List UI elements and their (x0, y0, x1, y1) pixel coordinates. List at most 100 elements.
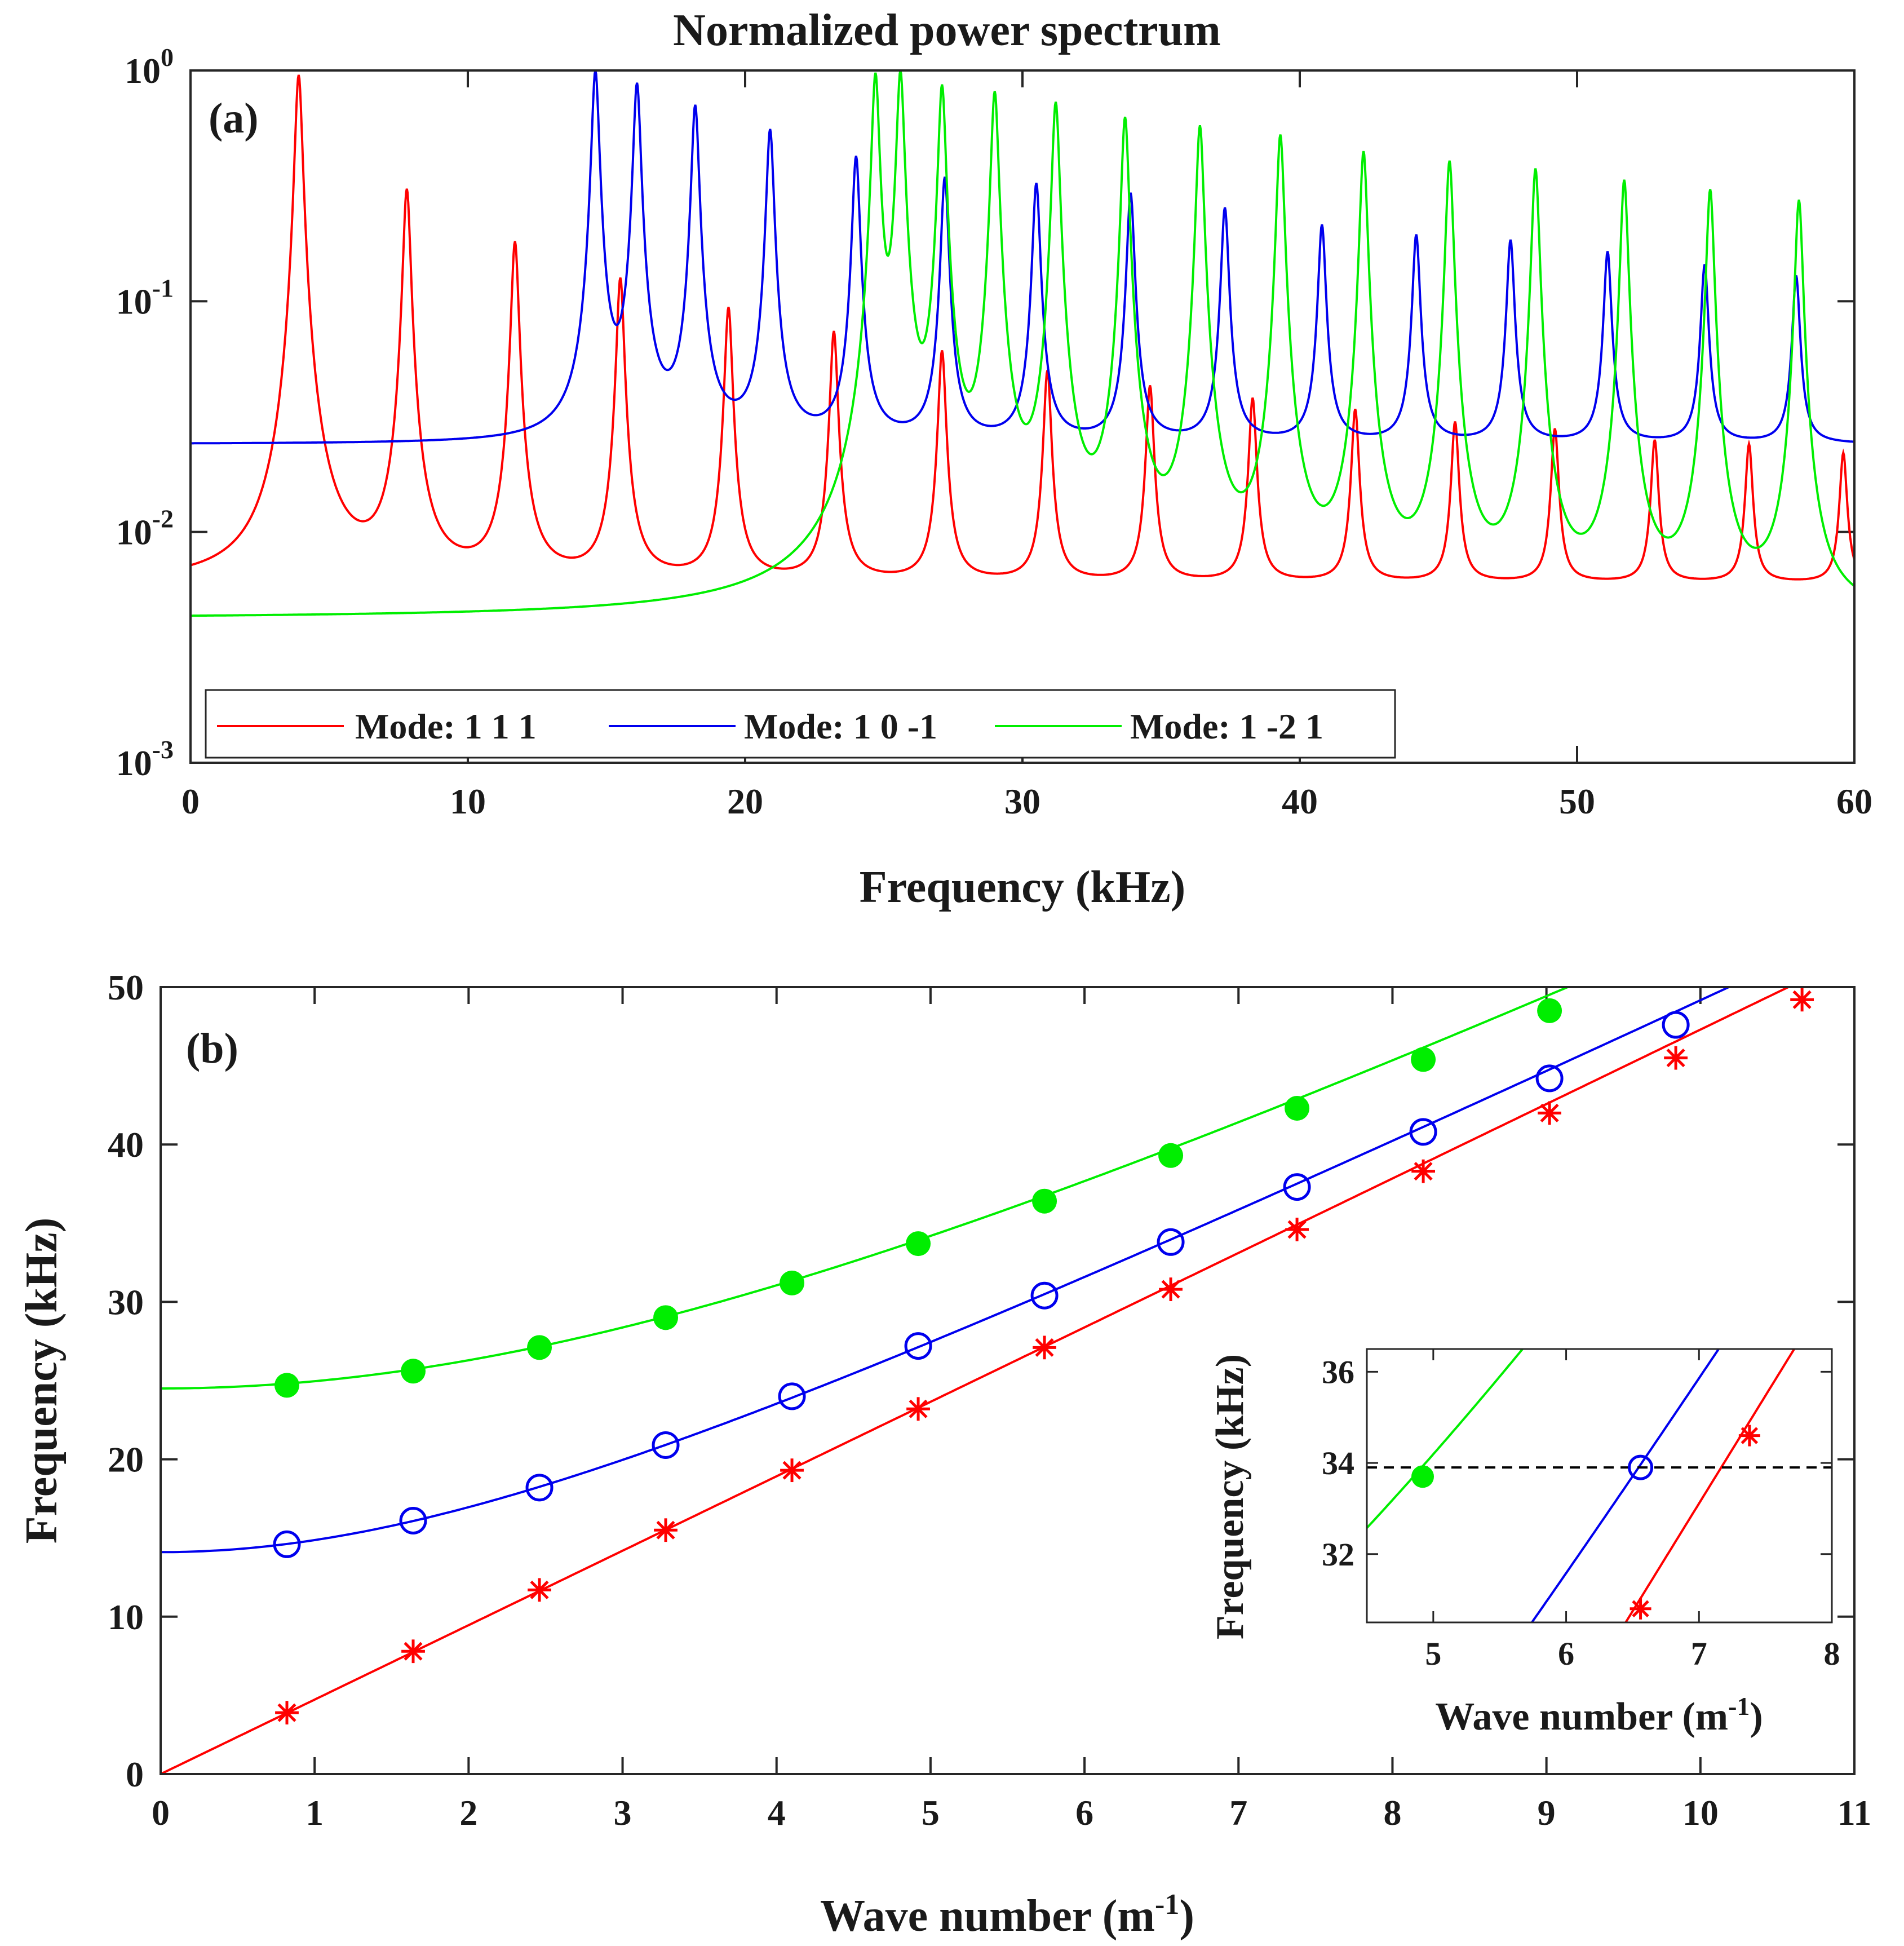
b-point-mode-1-2-1-1 (401, 1359, 426, 1384)
a-x-tick-label-40: 40 (1282, 781, 1318, 821)
a-y-tick-base-3: 10 (116, 743, 152, 783)
i-curve-mode-1-2-1 (1367, 1349, 1524, 1529)
panel-a-x-tick-labels: 0 10 20 30 40 50 60 (181, 781, 1872, 821)
b-curve-mode-1-1-1 (161, 987, 1791, 1774)
b-point-mode-1-2-1-2 (527, 1335, 552, 1360)
a-y-tick-exp-2: -2 (152, 505, 174, 533)
b-point-mode-1-2-1-4 (780, 1270, 805, 1295)
b-point-mode-1-0-1-0 (273, 1530, 301, 1558)
b-point-mode-1-0-1-4 (778, 1382, 806, 1410)
a-series-mode-1-2-1 (191, 70, 1854, 617)
inset-y-axis-label: Frequency (kHz) (1208, 1354, 1252, 1639)
b-curve-mode-1-0-1 (161, 987, 1732, 1554)
b-point-mode-1-2-1-7 (1158, 1143, 1184, 1168)
b-x-tick-label-11: 11 (1837, 1793, 1871, 1833)
a-series-mode-1-0-1 (191, 70, 1854, 445)
i-y-tick-label-36: 36 (1322, 1354, 1354, 1390)
panel-b-y-axis-label: Frequency (kHz) (17, 1218, 67, 1543)
a-x-tick-label-10: 10 (450, 781, 486, 821)
b-x-tick-label-8: 8 (1383, 1793, 1401, 1833)
i-x-tick-label-5: 5 (1425, 1635, 1441, 1672)
b-point-mode-1-1-1-3 (654, 1518, 678, 1542)
b-point-mode-1-1-1-8 (1285, 1218, 1309, 1241)
b-point-mode-1-2-1-10 (1537, 998, 1562, 1023)
b-point-mode-1-0-1-11 (1662, 1011, 1690, 1039)
b-x-tick-label-10: 10 (1682, 1793, 1719, 1833)
b-point-mode-1-1-1-0 (275, 1701, 299, 1725)
inset-y-tick-labels: 32 34 36 (1322, 1354, 1354, 1572)
panel-a-title: Normalized power spectrum (673, 6, 1221, 55)
b-point-mode-1-0-1-7 (1157, 1228, 1185, 1256)
b-y-tick-label-50: 50 (108, 967, 144, 1007)
b-point-mode-1-0-1-2 (525, 1474, 554, 1502)
b-point-mode-1-0-1-8 (1283, 1173, 1311, 1201)
b-point-mode-1-1-1-7-stroke (1161, 1280, 1180, 1299)
b-x-tick-label-1: 1 (305, 1793, 324, 1833)
b-point-mode-1-1-1-6-stroke (1035, 1338, 1054, 1357)
panel-a-axes-box (189, 69, 1856, 764)
inset-x-tick-labels: 5 6 7 8 (1425, 1635, 1840, 1672)
i-y-tick-label-34: 34 (1322, 1445, 1354, 1481)
i-point-mode-1-1-1-3-stroke (1741, 1427, 1759, 1444)
a-y-tick-label-0: 100 (125, 43, 174, 91)
panel-b-axes-box (160, 986, 1856, 1775)
legend-label-mode-111: Mode: 1 1 1 (355, 706, 537, 746)
panel-a-x-axis-label: Frequency (kHz) (860, 863, 1185, 912)
panel-b-series (161, 987, 1814, 1774)
b-x-tick-label-7: 7 (1229, 1793, 1247, 1833)
b-y-tick-label-0: 0 (126, 1754, 144, 1794)
inset-x-axis-label-superscript: -1 (1728, 1692, 1750, 1721)
i-point-mode-1-0-1-1 (1628, 1454, 1654, 1480)
a-series-mode-1-1-1 (191, 74, 1854, 581)
b-point-mode-1-1-1-5 (906, 1397, 930, 1421)
b-x-tick-label-5: 5 (922, 1793, 940, 1833)
i-x-tick-label-8: 8 (1824, 1635, 1840, 1672)
b-point-mode-1-1-1-6 (1033, 1335, 1056, 1360)
b-y-tick-label-40: 40 (108, 1125, 144, 1165)
inset: 5 6 7 8 32 34 36 Wave number (m-1) Frequency … (1208, 1348, 1840, 1739)
i-y-tick-label-32: 32 (1322, 1536, 1354, 1573)
a-y-tick-label-2: 10-2 (116, 505, 174, 552)
panel-b-y-tick-labels: 0 10 20 30 40 50 (108, 967, 144, 1794)
b-point-mode-1-1-1-10-stroke (1540, 1103, 1559, 1122)
b-point-mode-1-1-1-2-stroke (530, 1580, 549, 1599)
panel-b-x-axis-label: Wave number (m-1) (820, 1888, 1194, 1941)
i-point-mode-1-1-1-3 (1738, 1425, 1760, 1447)
inset-axes-box (1366, 1348, 1833, 1624)
b-point-mode-1-1-1-1-stroke (404, 1642, 423, 1661)
b-point-mode-1-1-1-12 (1790, 988, 1814, 1012)
legend-label-mode-1-21: Mode: 1 -2 1 (1130, 706, 1323, 746)
panel-a-series (191, 70, 1854, 617)
inset-x-axis-label-end: ) (1750, 1695, 1763, 1739)
b-point-mode-1-1-1-4-stroke (782, 1461, 802, 1480)
a-x-tick-label-60: 60 (1836, 781, 1872, 821)
b-point-mode-1-0-1-5 (904, 1332, 932, 1360)
b-x-tick-label-9: 9 (1538, 1793, 1556, 1833)
panel-b-x-axis-label-end: ) (1179, 1891, 1194, 1941)
b-x-tick-label-2: 2 (459, 1793, 477, 1833)
a-y-tick-exp-0: 0 (161, 43, 174, 72)
b-point-mode-1-2-1-0 (274, 1373, 300, 1398)
panel-b-x-tick-labels: 0 1 2 3 4 5 6 7 8 9 10 11 (152, 1793, 1871, 1833)
b-point-mode-1-0-1-6 (1030, 1281, 1059, 1310)
b-point-mode-1-0-1-3 (652, 1431, 680, 1459)
inset-background (1367, 1349, 1832, 1732)
legend-label-mode-10-1: Mode: 1 0 -1 (744, 706, 937, 746)
b-x-tick-label-6: 6 (1075, 1793, 1093, 1833)
b-point-mode-1-2-1-8 (1285, 1095, 1310, 1121)
a-y-tick-base-2: 10 (116, 512, 152, 552)
b-point-mode-1-0-1-1 (399, 1506, 427, 1534)
b-point-mode-1-1-1-3-stroke (656, 1520, 675, 1540)
b-point-mode-1-0-1-9 (1409, 1118, 1437, 1146)
b-point-mode-1-1-1-5-stroke (909, 1399, 928, 1418)
b-point-mode-1-2-1-3 (653, 1305, 679, 1330)
b-point-mode-1-1-1-2 (528, 1578, 551, 1602)
b-point-mode-1-2-1-9 (1411, 1047, 1436, 1072)
i-point-mode-1-1-1-2 (1630, 1598, 1651, 1620)
panel-a-label: (a) (209, 95, 259, 142)
a-y-tick-exp-3: -3 (152, 735, 174, 764)
inset-x-axis-label-main: Wave number (m (1435, 1695, 1728, 1739)
b-point-mode-1-1-1-11 (1664, 1046, 1688, 1070)
